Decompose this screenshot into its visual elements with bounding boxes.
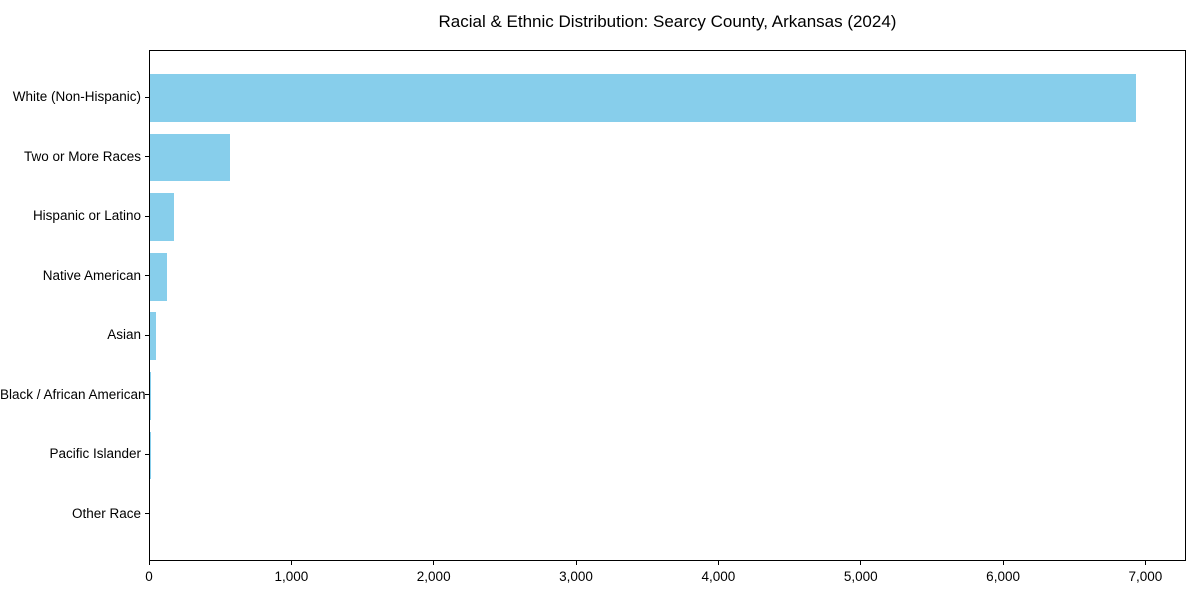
bar — [150, 133, 230, 182]
x-tick-mark — [717, 561, 719, 565]
y-tick-label: Native American — [42, 267, 141, 283]
x-tick-label: 1,000 — [274, 569, 309, 584]
y-tick-mark — [145, 453, 149, 455]
x-tick-mark — [575, 561, 577, 565]
y-tick-mark — [145, 215, 149, 217]
x-tick-mark — [860, 561, 862, 565]
y-tick-mark — [145, 96, 149, 98]
x-tick-mark — [148, 561, 150, 565]
y-tick-mark — [145, 513, 149, 515]
bar — [150, 252, 167, 301]
x-tick-label: 3,000 — [559, 569, 593, 584]
y-tick-label: Hispanic or Latino — [32, 208, 141, 224]
y-tick-label: White (Non-Hispanic) — [12, 89, 141, 105]
y-tick-label: Two or More Races — [23, 148, 141, 164]
y-tick-mark — [145, 334, 149, 336]
x-tick-mark — [1002, 561, 1004, 565]
bar — [150, 372, 152, 420]
chart-title: Racial & Ethnic Distribution: Searcy Cou… — [438, 12, 897, 31]
y-tick-label: Black / African American — [0, 386, 146, 402]
y-tick-mark — [145, 156, 149, 158]
x-tick-label: 4,000 — [701, 569, 736, 584]
bar — [150, 74, 1136, 122]
x-tick-mark — [433, 561, 435, 565]
bar — [150, 312, 156, 361]
x-tick-label: 5,000 — [843, 569, 878, 584]
x-tick-label: 7,000 — [1128, 569, 1163, 584]
y-tick-label: Other Race — [71, 505, 141, 521]
bar — [150, 193, 175, 241]
plot-area — [149, 50, 1186, 561]
x-tick-label: 0 — [145, 569, 153, 584]
x-tick-mark — [290, 561, 292, 565]
y-tick-mark — [145, 394, 149, 396]
x-tick-mark — [1144, 561, 1146, 565]
y-tick-label: Pacific Islander — [49, 446, 141, 462]
x-tick-label: 2,000 — [416, 569, 451, 584]
y-tick-mark — [145, 275, 149, 277]
x-tick-label: 6,000 — [986, 569, 1020, 584]
y-tick-label: Asian — [107, 327, 141, 343]
